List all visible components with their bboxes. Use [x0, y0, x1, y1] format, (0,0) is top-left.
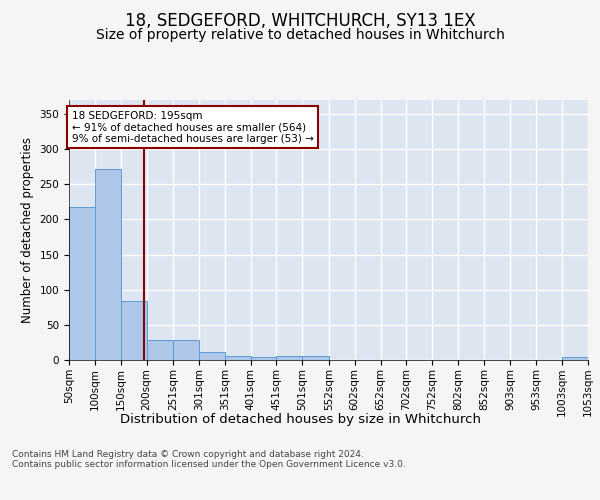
Bar: [302, 356, 329, 360]
Text: Contains HM Land Registry data © Crown copyright and database right 2024.
Contai: Contains HM Land Registry data © Crown c…: [12, 450, 406, 469]
Bar: [146, 340, 173, 360]
Bar: [69, 207, 95, 360]
Text: Size of property relative to detached houses in Whitchurch: Size of property relative to detached ho…: [95, 28, 505, 42]
Bar: [121, 301, 146, 360]
Bar: [562, 357, 588, 360]
Bar: [225, 356, 251, 360]
Text: 18 SEDGEFORD: 195sqm
← 91% of detached houses are smaller (564)
9% of semi-detac: 18 SEDGEFORD: 195sqm ← 91% of detached h…: [71, 110, 313, 144]
Bar: [199, 352, 225, 360]
Bar: [95, 169, 121, 360]
Text: 18, SEDGEFORD, WHITCHURCH, SY13 1EX: 18, SEDGEFORD, WHITCHURCH, SY13 1EX: [125, 12, 475, 30]
Bar: [251, 357, 277, 360]
Text: Distribution of detached houses by size in Whitchurch: Distribution of detached houses by size …: [119, 412, 481, 426]
Bar: [173, 340, 199, 360]
Y-axis label: Number of detached properties: Number of detached properties: [21, 137, 34, 323]
Bar: [277, 356, 302, 360]
